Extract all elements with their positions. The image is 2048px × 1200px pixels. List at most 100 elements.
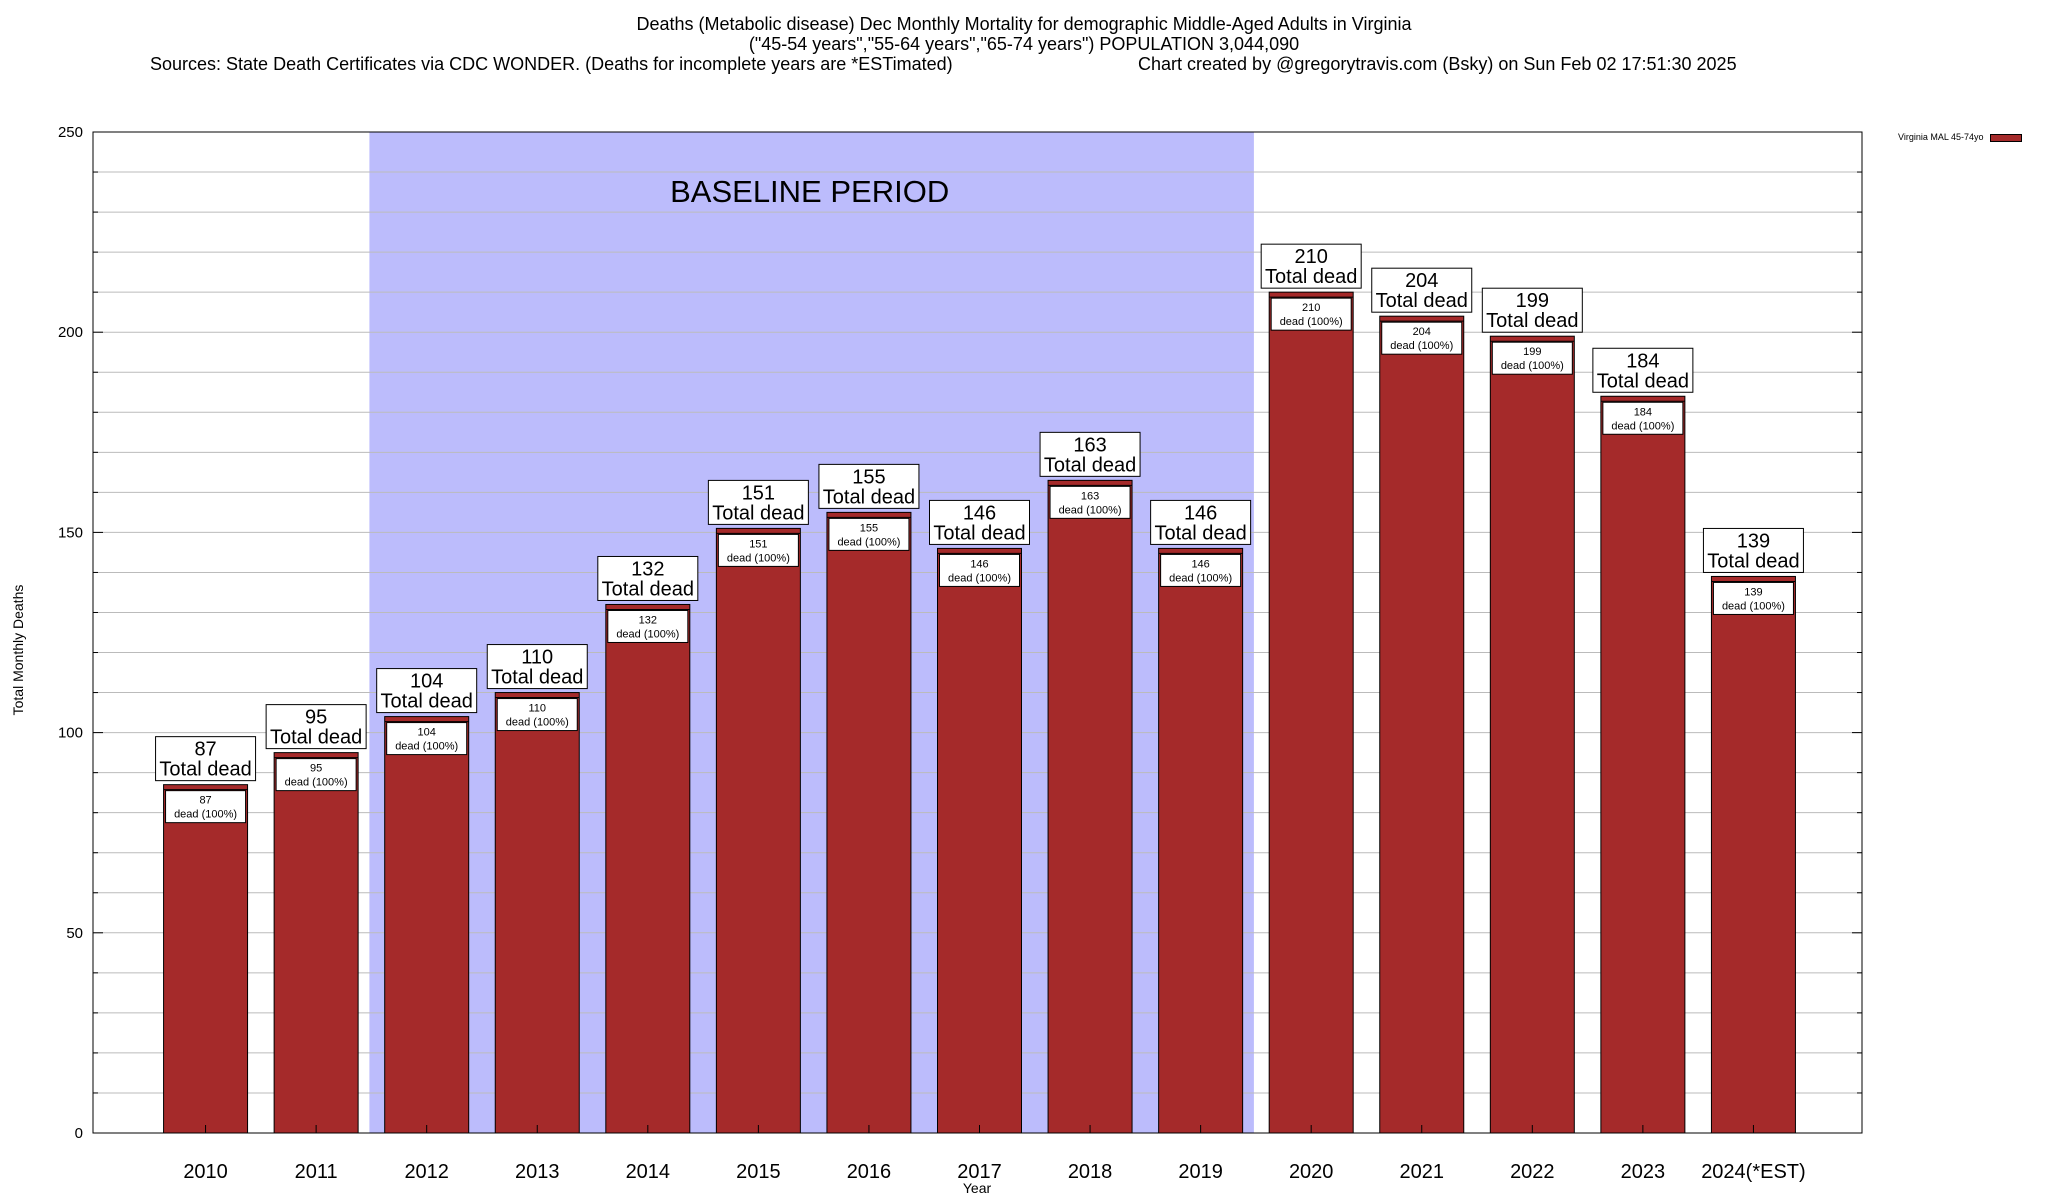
- bar: [1047, 479, 1133, 1134]
- bar: [163, 784, 249, 1134]
- inner-label-box: [1049, 485, 1131, 519]
- total-dead-label: Total dead: [1044, 454, 1136, 476]
- total-value-label: 163: [1073, 434, 1106, 456]
- inner-value-label: 155: [860, 522, 878, 534]
- inner-percent-label: dead (100%): [1169, 572, 1232, 584]
- inner-value-label: 139: [1744, 586, 1762, 598]
- total-value-label: 155: [852, 466, 885, 488]
- inner-label-box: [1712, 581, 1794, 615]
- inner-percent-label: dead (100%): [1390, 340, 1453, 352]
- inner-value-label: 163: [1081, 490, 1099, 502]
- total-value-label: 184: [1626, 350, 1659, 372]
- inner-value-label: 132: [639, 614, 657, 626]
- total-label-box: [1150, 499, 1252, 545]
- bar: [605, 603, 691, 1134]
- total-label-box: [1371, 267, 1473, 313]
- total-value-label: 95: [305, 707, 327, 729]
- baseline-label: BASELINE PERIOD: [670, 174, 949, 209]
- inner-percent-label: dead (100%): [174, 809, 237, 821]
- y-tick-label: 100: [58, 725, 83, 742]
- total-label-box: [929, 499, 1030, 545]
- total-dead-label: Total dead: [1376, 290, 1468, 312]
- inner-label-box: [1160, 553, 1242, 587]
- x-tick-label: 2018: [1068, 1161, 1113, 1183]
- inner-percent-label: dead (100%): [1611, 420, 1674, 432]
- x-tick-label: 2021: [1400, 1161, 1445, 1183]
- y-tick-label: 50: [66, 925, 83, 942]
- x-axis-label: Year: [962, 1180, 992, 1196]
- inner-percent-label: dead (100%): [837, 536, 900, 548]
- bar: [1158, 547, 1244, 1134]
- bar: [1600, 395, 1686, 1134]
- inner-value-label: 95: [310, 763, 322, 775]
- total-dead-label: Total dead: [1265, 266, 1357, 288]
- total-value-label: 110: [521, 647, 553, 669]
- y-tick-label: 250: [58, 124, 83, 141]
- total-value-label: 204: [1405, 270, 1438, 292]
- total-dead-label: Total dead: [1707, 550, 1799, 572]
- x-tick-label: 2014: [626, 1161, 671, 1183]
- bar: [1379, 315, 1465, 1134]
- total-dead-label: Total dead: [602, 578, 694, 600]
- inner-label-box: [1270, 297, 1352, 331]
- inner-value-label: 110: [528, 703, 546, 715]
- inner-percent-label: dead (100%): [1501, 360, 1564, 372]
- bar: [494, 692, 580, 1134]
- inner-value-label: 151: [749, 538, 767, 550]
- total-dead-label: Total dead: [1486, 310, 1578, 332]
- inner-value-label: 87: [199, 795, 211, 807]
- legend-label: Virginia MAL 45-74yo: [1898, 132, 1984, 142]
- chart-subtitle: ("45-54 years","55-64 years","65-74 year…: [748, 34, 1300, 54]
- y-tick-label: 150: [58, 524, 83, 541]
- inner-label-box: [275, 758, 357, 792]
- inner-percent-label: dead (100%): [616, 628, 679, 640]
- total-dead-label: Total dead: [381, 691, 473, 713]
- inner-value-label: 210: [1302, 302, 1320, 314]
- x-tick-label: 2012: [404, 1161, 449, 1183]
- total-dead-label: Total dead: [491, 667, 583, 689]
- total-label-box: [1039, 431, 1141, 477]
- total-value-label: 151: [742, 482, 775, 504]
- x-tick-label: 2016: [847, 1161, 892, 1183]
- total-value-label: 139: [1737, 530, 1770, 552]
- total-label-box: [1481, 287, 1583, 333]
- inner-label-box: [165, 790, 247, 824]
- total-label-box: [265, 704, 367, 750]
- x-tick-label: 2011: [295, 1161, 338, 1183]
- inner-label-box: [1602, 401, 1684, 435]
- x-tick-label: 2017: [957, 1161, 1002, 1183]
- total-value-label: 132: [631, 558, 664, 580]
- total-dead-label: Total dead: [270, 727, 362, 749]
- x-tick-label: 2022: [1510, 1161, 1555, 1183]
- y-axis-label: Total Monthly Deaths: [10, 584, 26, 716]
- total-dead-label: Total dead: [1597, 370, 1689, 392]
- bar: [1489, 335, 1575, 1134]
- inner-percent-label: dead (100%): [1059, 504, 1122, 516]
- y-tick-label: 0: [75, 1125, 83, 1142]
- total-label-box: [1702, 527, 1804, 573]
- legend: Virginia MAL 45-74yo: [1898, 132, 2022, 142]
- inner-label-box: [717, 533, 799, 567]
- inner-label-box: [496, 698, 578, 732]
- bar: [1268, 291, 1354, 1134]
- y-tick-label: 200: [58, 324, 83, 341]
- x-tick-label: 2019: [1178, 1161, 1223, 1183]
- total-dead-label: Total dead: [159, 759, 251, 781]
- x-tick-label: 2015: [736, 1161, 781, 1183]
- total-value-label: 104: [410, 671, 443, 693]
- inner-value-label: 146: [970, 558, 988, 570]
- inner-percent-label: dead (100%): [506, 717, 569, 729]
- inner-percent-label: dead (100%): [1280, 316, 1343, 328]
- inner-percent-label: dead (100%): [1722, 600, 1785, 612]
- inner-value-label: 204: [1413, 326, 1431, 338]
- inner-value-label: 104: [418, 727, 436, 739]
- bar: [715, 527, 801, 1134]
- x-tick-label: 2023: [1621, 1161, 1666, 1183]
- total-label-box: [486, 644, 588, 690]
- total-dead-label: Total dead: [933, 522, 1025, 544]
- total-label-box: [1592, 347, 1694, 393]
- total-label-box: [818, 463, 920, 509]
- total-value-label: 87: [194, 739, 216, 761]
- inner-value-label: 146: [1191, 558, 1209, 570]
- bar: [273, 752, 359, 1134]
